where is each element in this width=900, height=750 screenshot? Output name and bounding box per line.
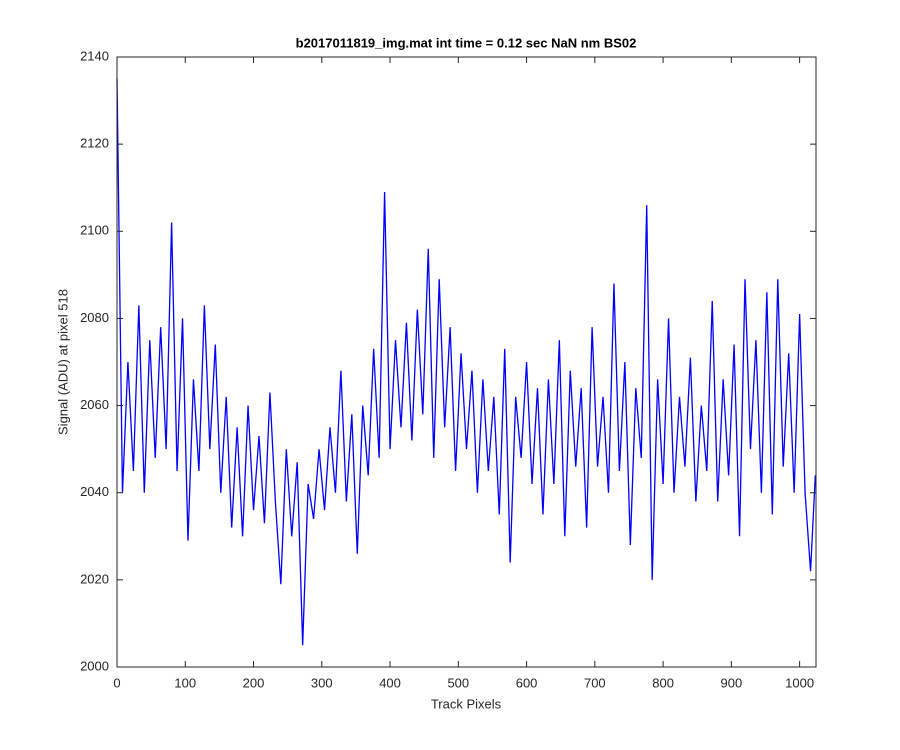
y-tick-label: 2140 [80, 48, 109, 63]
y-tick-label: 2120 [80, 136, 109, 151]
y-tick-label: 2060 [80, 397, 109, 412]
x-tick-label: 500 [447, 675, 469, 690]
x-tick-label: 900 [721, 675, 743, 690]
y-tick-label: 2080 [80, 310, 109, 325]
x-axis-label: Track Pixels [431, 696, 502, 711]
chart-title: b2017011819_img.mat int time = 0.12 sec … [296, 35, 637, 50]
x-tick-label: 100 [174, 675, 196, 690]
x-tick-label: 600 [516, 675, 538, 690]
x-tick-label: 800 [652, 675, 674, 690]
x-tick-label: 1000 [785, 675, 814, 690]
x-tick-label: 700 [584, 675, 606, 690]
axes-box [116, 56, 817, 668]
y-axis-label: Signal (ADU) at pixel 518 [55, 289, 70, 435]
y-tick-label: 2020 [80, 571, 109, 586]
y-tick-label: 2040 [80, 484, 109, 499]
x-tick-label: 300 [311, 675, 333, 690]
y-tick-label: 2100 [80, 223, 109, 238]
x-tick-label: 0 [113, 675, 120, 690]
data-line [116, 78, 816, 646]
x-tick-label: 200 [243, 675, 265, 690]
x-tick-label: 400 [379, 675, 401, 690]
y-tick-label: 2000 [80, 658, 109, 673]
